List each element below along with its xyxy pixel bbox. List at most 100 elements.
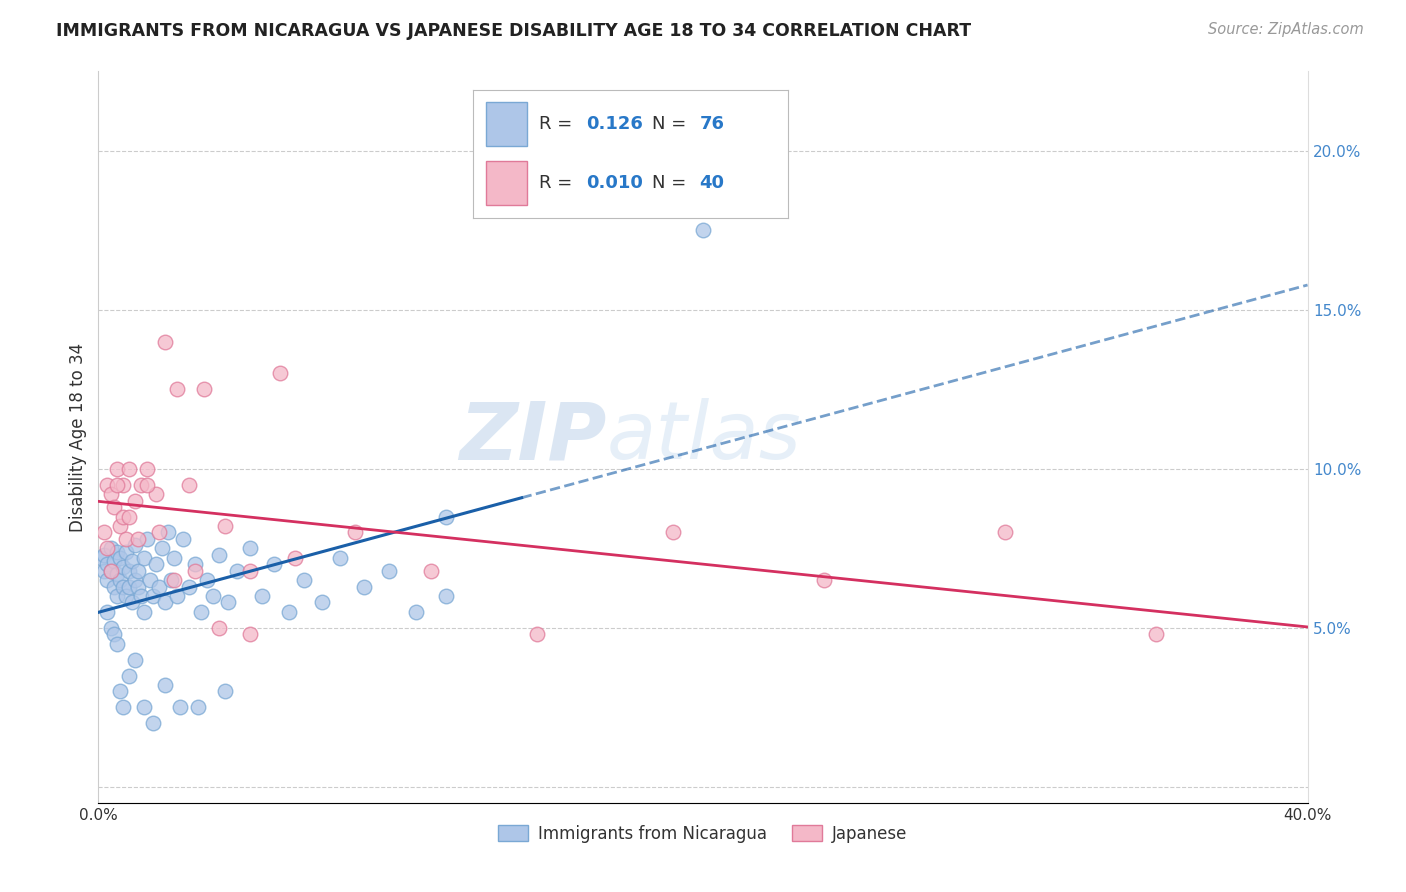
- Text: atlas: atlas: [606, 398, 801, 476]
- Point: [434, 509, 457, 524]
- Point: [100, 541, 122, 556]
- Point: [292, 573, 315, 587]
- Point: [239, 564, 262, 578]
- Point: [353, 580, 375, 594]
- Point: [184, 564, 207, 578]
- Point: [103, 554, 125, 568]
- Point: [142, 589, 165, 603]
- Point: [145, 558, 167, 572]
- Point: [118, 580, 141, 594]
- Point: [100, 621, 122, 635]
- Point: [111, 580, 134, 594]
- Point: [127, 532, 149, 546]
- Point: [139, 573, 162, 587]
- Point: [108, 550, 131, 565]
- Point: [114, 532, 136, 546]
- Point: [90, 550, 112, 565]
- Point: [179, 580, 201, 594]
- Point: [93, 525, 115, 540]
- Point: [217, 595, 239, 609]
- Point: [93, 548, 115, 562]
- Point: [105, 589, 128, 603]
- Point: [124, 538, 146, 552]
- Point: [108, 573, 131, 587]
- Point: [118, 668, 141, 682]
- Point: [118, 564, 141, 578]
- Point: [105, 462, 128, 476]
- Point: [163, 550, 186, 565]
- Point: [100, 487, 122, 501]
- Point: [166, 383, 188, 397]
- Point: [208, 548, 231, 562]
- Point: [105, 544, 128, 558]
- Point: [111, 560, 134, 574]
- Point: [121, 554, 143, 568]
- Point: [434, 589, 457, 603]
- Text: IMMIGRANTS FROM NICARAGUA VS JAPANESE DISABILITY AGE 18 TO 34 CORRELATION CHART: IMMIGRANTS FROM NICARAGUA VS JAPANESE DI…: [56, 22, 972, 40]
- Point: [96, 477, 118, 491]
- Point: [124, 573, 146, 587]
- Point: [994, 525, 1017, 540]
- Point: [105, 477, 128, 491]
- Point: [193, 383, 215, 397]
- Point: [179, 477, 201, 491]
- Point: [269, 367, 291, 381]
- Point: [124, 653, 146, 667]
- Point: [103, 580, 125, 594]
- Point: [214, 519, 236, 533]
- Point: [153, 334, 176, 349]
- Point: [93, 564, 115, 578]
- Legend: Immigrants from Nicaragua, Japanese: Immigrants from Nicaragua, Japanese: [492, 818, 914, 849]
- Point: [661, 525, 683, 540]
- Point: [129, 589, 152, 603]
- Point: [96, 558, 118, 572]
- Point: [344, 525, 367, 540]
- Point: [208, 621, 231, 635]
- Point: [329, 550, 352, 565]
- Point: [142, 716, 165, 731]
- Text: Source: ZipAtlas.com: Source: ZipAtlas.com: [1208, 22, 1364, 37]
- Point: [135, 462, 157, 476]
- Point: [135, 532, 157, 546]
- Point: [813, 573, 835, 587]
- Point: [250, 589, 273, 603]
- Point: [226, 564, 249, 578]
- Point: [163, 573, 186, 587]
- Point: [153, 595, 176, 609]
- Point: [111, 509, 134, 524]
- Point: [377, 564, 399, 578]
- Point: [277, 605, 299, 619]
- Point: [96, 541, 118, 556]
- Point: [160, 573, 183, 587]
- Point: [692, 223, 714, 237]
- Point: [150, 541, 173, 556]
- Y-axis label: Disability Age 18 to 34: Disability Age 18 to 34: [69, 343, 87, 532]
- Point: [239, 627, 262, 641]
- Point: [129, 477, 152, 491]
- Point: [1144, 627, 1167, 641]
- Point: [148, 525, 170, 540]
- Text: ZIP: ZIP: [458, 398, 606, 476]
- Point: [124, 493, 146, 508]
- Point: [100, 564, 122, 578]
- Point: [187, 700, 209, 714]
- Point: [190, 605, 212, 619]
- Point: [420, 564, 443, 578]
- Point: [132, 550, 155, 565]
- Point: [311, 595, 333, 609]
- Point: [132, 700, 155, 714]
- Point: [405, 605, 427, 619]
- Point: [103, 500, 125, 514]
- Point: [145, 487, 167, 501]
- Point: [195, 573, 218, 587]
- Point: [105, 566, 128, 581]
- Point: [118, 509, 141, 524]
- Point: [166, 589, 188, 603]
- Point: [127, 564, 149, 578]
- Point: [284, 550, 307, 565]
- Point: [153, 678, 176, 692]
- Point: [96, 573, 118, 587]
- Point: [214, 684, 236, 698]
- Point: [103, 627, 125, 641]
- Point: [108, 519, 131, 533]
